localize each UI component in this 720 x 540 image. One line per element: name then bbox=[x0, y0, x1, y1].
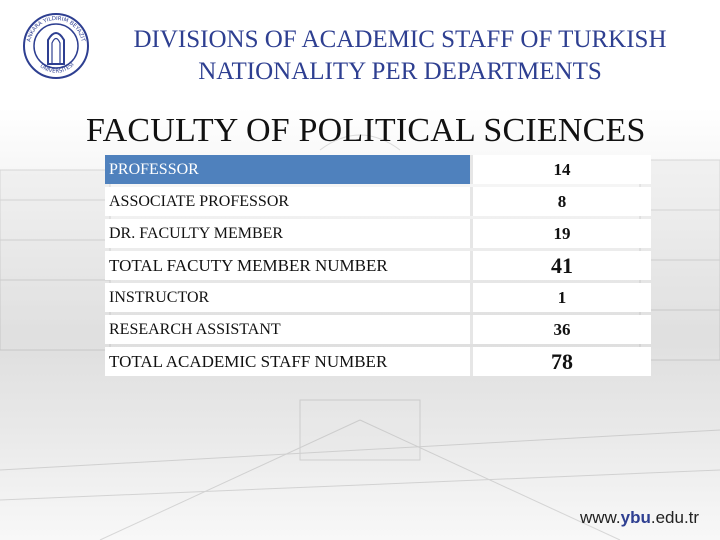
row-label: RESEARCH ASSISTANT bbox=[105, 315, 470, 344]
row-label: TOTAL FACUTY MEMBER NUMBER bbox=[105, 251, 470, 280]
row-value: 1 bbox=[469, 283, 651, 312]
row-value: 41 bbox=[469, 251, 651, 280]
table-row: PROFESSOR 14 bbox=[105, 155, 651, 184]
website-url[interactable]: www.ybu.edu.tr bbox=[580, 508, 699, 528]
faculty-heading: FACULTY OF POLITICAL SCIENCES bbox=[86, 112, 646, 149]
row-value: 36 bbox=[469, 315, 651, 344]
row-label: PROFESSOR bbox=[105, 155, 470, 184]
url-brand: ybu bbox=[620, 508, 651, 527]
row-value: 14 bbox=[469, 155, 651, 184]
table-row: RESEARCH ASSISTANT 36 bbox=[105, 315, 651, 344]
row-label: DR. FACULTY MEMBER bbox=[105, 219, 470, 248]
row-label: INSTRUCTOR bbox=[105, 283, 470, 312]
row-label: ASSOCIATE PROFESSOR bbox=[105, 187, 470, 216]
row-value: 19 bbox=[469, 219, 651, 248]
title-line-1: DIVISIONS OF ACADEMIC STAFF OF TURKISH bbox=[133, 26, 667, 53]
table-row: INSTRUCTOR 1 bbox=[105, 283, 651, 312]
title-line-2: NATIONALITY PER DEPARTMENTS bbox=[198, 58, 602, 85]
table-row-total: TOTAL FACUTY MEMBER NUMBER 41 bbox=[105, 251, 651, 280]
row-label: TOTAL ACADEMIC STAFF NUMBER bbox=[105, 347, 470, 376]
university-logo: ANKARA YILDIRIM BEYAZIT ÜNİVERSİTESİ bbox=[22, 10, 90, 82]
row-value: 8 bbox=[469, 187, 651, 216]
table-row-total: TOTAL ACADEMIC STAFF NUMBER 78 bbox=[105, 347, 651, 376]
url-suffix: .edu.tr bbox=[650, 508, 700, 527]
table-row: ASSOCIATE PROFESSOR 8 bbox=[105, 187, 651, 216]
page-title: DIVISIONS OF ACADEMIC STAFF OF TURKISH N… bbox=[80, 24, 720, 88]
staff-table: PROFESSOR 14 ASSOCIATE PROFESSOR 8 DR. F… bbox=[105, 152, 651, 379]
table-row: DR. FACULTY MEMBER 19 bbox=[105, 219, 651, 248]
url-prefix: www. bbox=[580, 508, 621, 527]
row-value: 78 bbox=[469, 347, 651, 376]
